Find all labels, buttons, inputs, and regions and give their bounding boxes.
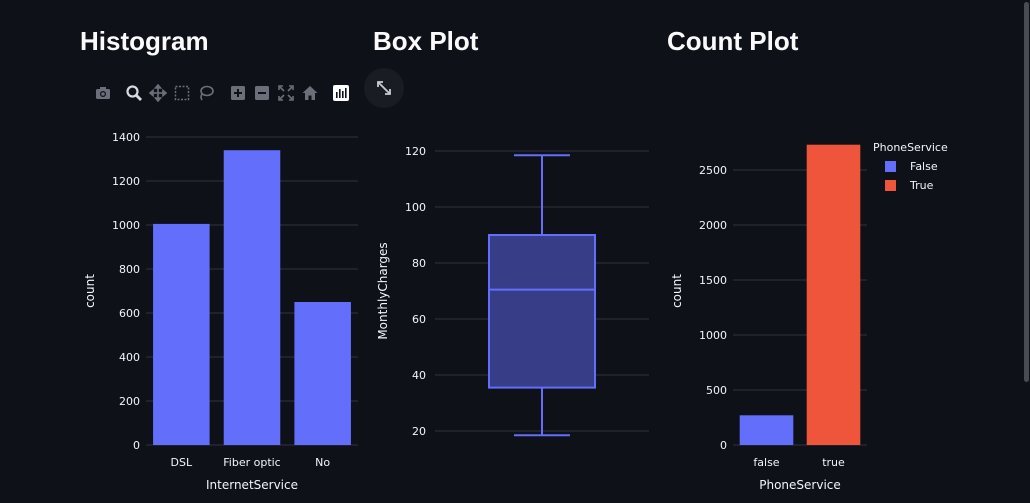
y-axis-title: count — [83, 274, 97, 308]
boxplot-chart: 20 40 60 80 100 120 MonthlyCharges — [376, 145, 649, 438]
reset-axes-icon[interactable] — [301, 84, 319, 102]
camera-icon[interactable] — [94, 84, 112, 102]
y-tick-label: 40 — [412, 369, 426, 382]
plotly-logo-icon[interactable] — [332, 84, 350, 102]
x-tick-label: false — [753, 456, 779, 469]
legend-label: False — [910, 160, 938, 173]
y-tick-label: 800 — [119, 263, 140, 276]
countplot-chart: 0 500 1000 1500 2000 2500 false true PhoneServic… — [670, 141, 948, 492]
y-tick-label: 1500 — [699, 274, 727, 287]
autoscale-icon[interactable] — [277, 84, 295, 102]
zoom-icon[interactable] — [125, 84, 143, 102]
iqr-box — [488, 234, 596, 389]
y-tick-label: 1400 — [112, 131, 140, 144]
y-tick-label: 2000 — [699, 219, 727, 232]
y-tick-label: 120 — [405, 145, 426, 158]
bar — [806, 144, 861, 445]
legend-swatch — [885, 161, 896, 172]
y-axis-title: count — [670, 274, 684, 308]
scrollbar-thumb[interactable] — [1024, 2, 1029, 382]
lasso-icon[interactable] — [197, 84, 215, 102]
y-tick-label: 600 — [119, 307, 140, 320]
y-tick-label: 1000 — [699, 329, 727, 342]
y-axis-title: MonthlyCharges — [376, 242, 390, 339]
fullscreen-button[interactable] — [364, 68, 404, 108]
y-tick-label: 1000 — [112, 219, 140, 232]
histogram-chart: 0 200 400 600 800 1000 1200 1400 DSL Fiber optic N… — [83, 131, 358, 492]
box-select-icon[interactable] — [173, 84, 191, 102]
expand-icon — [377, 81, 391, 95]
bar — [739, 415, 794, 445]
bar — [153, 223, 210, 445]
y-tick-label: 200 — [119, 395, 140, 408]
y-tick-label: 100 — [405, 201, 426, 214]
page-scrollbar[interactable] — [1022, 0, 1030, 503]
x-tick-label: true — [822, 456, 845, 469]
x-axis-title: PhoneService — [759, 478, 841, 492]
y-tick-label: 80 — [412, 257, 426, 270]
y-tick-label: 0 — [133, 439, 140, 452]
y-tick-label: 2500 — [699, 164, 727, 177]
y-tick-label: 20 — [412, 425, 426, 438]
boxplot-title: Box Plot — [373, 26, 479, 56]
y-tick-label: 0 — [720, 439, 727, 452]
histogram-title: Histogram — [80, 26, 209, 56]
y-tick-label: 1200 — [112, 175, 140, 188]
x-tick-label: DSL — [171, 456, 193, 469]
y-tick-label: 400 — [119, 351, 140, 364]
countplot-title: Count Plot — [667, 26, 799, 56]
y-tick-label: 60 — [412, 313, 426, 326]
legend-swatch — [885, 180, 896, 191]
legend-title: PhoneService — [873, 141, 948, 154]
bar — [223, 150, 281, 445]
x-tick-label: No — [315, 456, 330, 469]
x-axis-title: InternetService — [206, 478, 298, 492]
zoom-in-icon[interactable] — [229, 84, 247, 102]
y-tick-label: 500 — [706, 384, 727, 397]
legend-label: True — [909, 179, 934, 192]
bar — [294, 302, 351, 445]
pan-icon[interactable] — [149, 84, 167, 102]
x-tick-label: Fiber optic — [223, 456, 280, 469]
zoom-out-icon[interactable] — [253, 84, 271, 102]
